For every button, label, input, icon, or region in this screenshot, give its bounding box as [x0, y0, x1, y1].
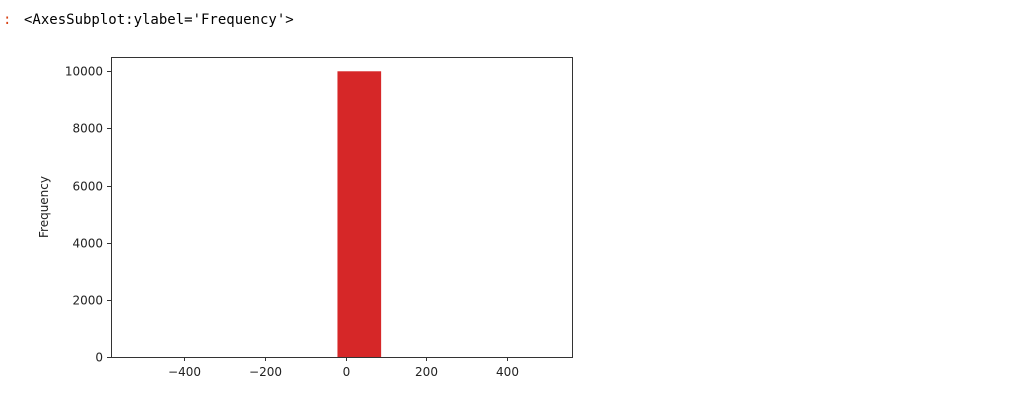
x-tick-label: −200: [249, 365, 282, 379]
axes-frame: [111, 57, 573, 358]
y-tick-label: 10000: [65, 65, 103, 79]
x-tick-label: 400: [496, 365, 519, 379]
bars-group: [337, 71, 382, 358]
y-tick-label: 8000: [72, 122, 103, 136]
y-tick-label: 2000: [72, 294, 103, 308]
x-tick-label: 200: [415, 365, 438, 379]
output-repr-text: <AxesSubplot:ylabel='Frequency'>: [24, 12, 294, 28]
histogram-bar-0: [337, 71, 382, 358]
x-tick-label: 0: [343, 365, 351, 379]
y-axis-ticks: 0 2000 4000 6000 8000 10000: [65, 65, 111, 365]
y-tick-label: 6000: [72, 180, 103, 194]
y-axis-label: Frequency: [37, 176, 51, 238]
output-prompt: :: [3, 12, 12, 28]
y-tick-label: 0: [95, 351, 103, 365]
x-axis-ticks: −400 −200 0 200 400: [168, 357, 519, 379]
x-tick-label: −400: [168, 365, 201, 379]
y-tick-label: 4000: [72, 237, 103, 251]
